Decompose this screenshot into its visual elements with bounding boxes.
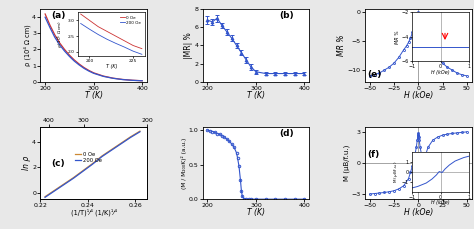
- Text: (d): (d): [280, 129, 294, 138]
- 200 Oe: [61, 183, 67, 186]
- 200 Oe: [118, 142, 124, 145]
- X-axis label: (1/T)¹⁄⁴ (1/K)¹⁄⁴: (1/T)¹⁄⁴ (1/K)¹⁄⁴: [71, 208, 117, 216]
- 0 Oe: [99, 155, 105, 157]
- Y-axis label: |MR| %: |MR| %: [184, 32, 193, 59]
- 0 Oe: [71, 176, 76, 179]
- 200 Oe: [99, 155, 105, 158]
- X-axis label: T (K): T (K): [85, 91, 103, 100]
- 0 Oe: [61, 183, 67, 185]
- 200 Oe: [52, 190, 57, 192]
- 0 Oe: [90, 162, 95, 165]
- Y-axis label: MR %: MR %: [337, 35, 346, 56]
- 200 Oe: [137, 130, 143, 133]
- 0 Oe: [137, 130, 143, 133]
- Line: 0 Oe: 0 Oe: [45, 131, 140, 197]
- Y-axis label: (M / M₂₀₀K)² (a.u.): (M / M₂₀₀K)² (a.u.): [181, 137, 187, 189]
- Legend: 0 Oe, 200 Oe: 0 Oe, 200 Oe: [73, 150, 104, 165]
- 0 Oe: [118, 142, 124, 144]
- 200 Oe: [80, 170, 86, 173]
- 200 Oe: [42, 196, 48, 199]
- Text: (a): (a): [51, 11, 65, 20]
- 0 Oe: [42, 195, 48, 198]
- Text: (f): (f): [367, 150, 379, 159]
- 0 Oe: [109, 148, 114, 151]
- Y-axis label: ln ρ: ln ρ: [22, 156, 31, 170]
- 0 Oe: [52, 189, 57, 192]
- 200 Oe: [90, 163, 95, 166]
- 200 Oe: [71, 177, 76, 180]
- Line: 200 Oe: 200 Oe: [45, 132, 140, 197]
- X-axis label: H (kOe): H (kOe): [404, 208, 433, 217]
- Text: (e): (e): [367, 70, 382, 79]
- X-axis label: H (kOe): H (kOe): [404, 91, 433, 100]
- 200 Oe: [128, 136, 133, 139]
- Y-axis label: M (μB/f.u.): M (μB/f.u.): [344, 145, 350, 181]
- Text: (b): (b): [280, 11, 294, 20]
- 0 Oe: [128, 136, 133, 138]
- X-axis label: T (K): T (K): [247, 91, 265, 100]
- 200 Oe: [109, 149, 114, 152]
- 0 Oe: [80, 169, 86, 172]
- Text: (c): (c): [51, 159, 64, 168]
- Y-axis label: ρ (10⁴ Ω cm): ρ (10⁴ Ω cm): [23, 25, 31, 66]
- X-axis label: T (K): T (K): [247, 208, 265, 217]
